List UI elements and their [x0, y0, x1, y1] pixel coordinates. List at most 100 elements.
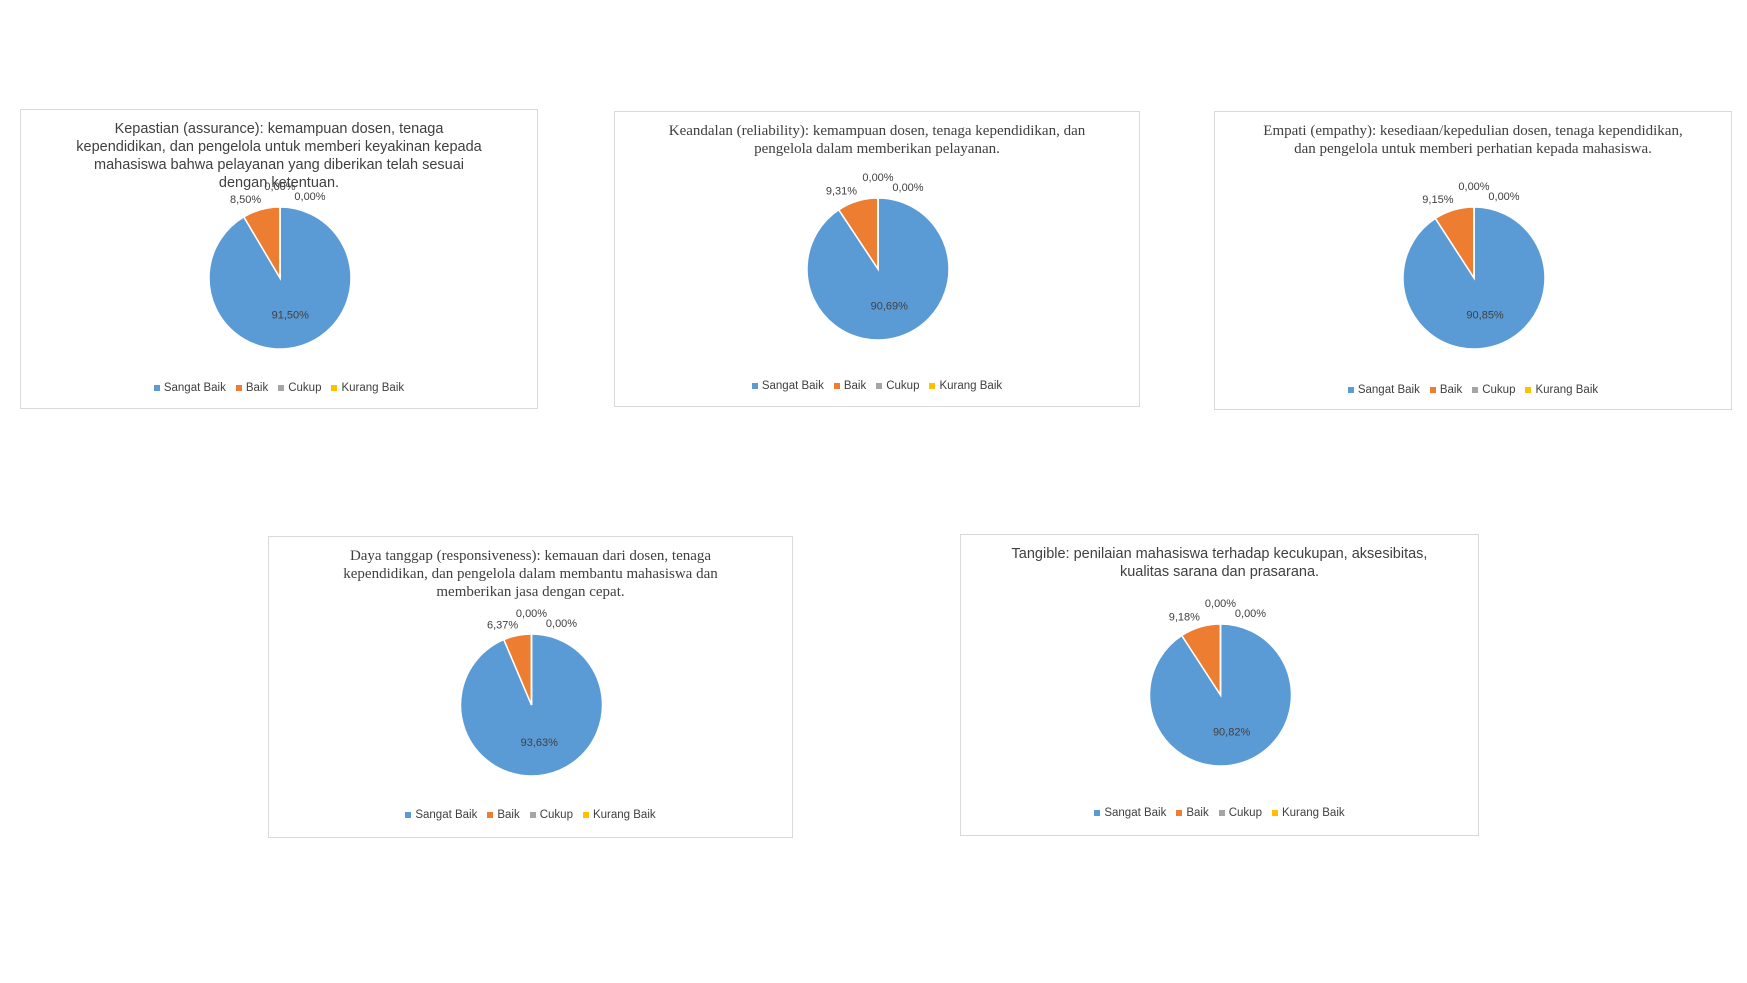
legend-item: Kurang Baik	[929, 380, 1002, 392]
chart-title: Empati (empathy): kesediaan/kepedulian d…	[1263, 123, 1683, 157]
legend-swatch	[331, 384, 338, 391]
data-label: 0,00%	[294, 191, 325, 203]
data-label: 6,37%	[487, 620, 518, 632]
legend-label: Baik	[1439, 384, 1463, 396]
legend-label: Sangat Baik	[163, 382, 226, 394]
data-label: 0,00%	[546, 618, 577, 630]
data-label: 8,50%	[230, 194, 261, 206]
data-label: 0,00%	[862, 172, 893, 184]
legend-swatch	[1472, 386, 1479, 393]
legend-item: Sangat Baik	[153, 382, 226, 394]
legend-swatch	[582, 811, 589, 818]
legend-swatch	[153, 384, 160, 391]
legend-label: Sangat Baik	[1357, 384, 1420, 396]
legend-label: Kurang Baik	[341, 382, 405, 394]
data-label: 93,63%	[521, 737, 559, 749]
legend-label: Kurang Baik	[592, 809, 656, 821]
legend-swatch	[929, 382, 936, 389]
pie-chart: 93,63%6,37%0,00%0,00%	[459, 608, 604, 777]
legend-label: Kurang Baik	[939, 380, 1003, 392]
legend-item: Sangat Baik	[405, 809, 477, 821]
legend-item: Cukup	[529, 809, 573, 821]
chart-panel: Kepastian (assurance): kemampuan dosen, …	[20, 109, 538, 409]
legend-label: Cukup	[539, 809, 573, 821]
data-label: 9,15%	[1422, 194, 1453, 206]
legend-label: Sangat Baik	[1104, 807, 1167, 819]
legend-label: Baik	[843, 380, 867, 392]
chart-title: Keandalan (reliability): kemampuan dosen…	[668, 123, 1086, 157]
legend-item: Baik	[235, 382, 269, 394]
data-label: 9,31%	[826, 185, 857, 197]
legend-swatch	[1429, 386, 1436, 393]
legend-label: Cukup	[1228, 807, 1262, 819]
legend-label: Cukup	[1482, 384, 1516, 396]
legend-item: Baik	[833, 380, 867, 392]
legend-item: Cukup	[278, 382, 321, 394]
legend-label: Kurang Baik	[1281, 807, 1345, 819]
legend-swatch	[1176, 809, 1183, 816]
legend-item: Baik	[1176, 807, 1209, 819]
data-label: 0,00%	[1205, 598, 1236, 610]
legend-item: Sangat Baik	[1094, 807, 1166, 819]
chart-title: Kepastian (assurance): kemampuan dosen, …	[76, 121, 482, 191]
chart-panel: Tangible: penilaian mahasiswa terhadap k…	[960, 534, 1479, 836]
legend-item: Baik	[1429, 384, 1463, 396]
legend-label: Cukup	[288, 382, 322, 394]
legend-item: Kurang Baik	[331, 382, 404, 394]
legend-swatch	[1525, 386, 1532, 393]
legend-item: Sangat Baik	[751, 380, 824, 392]
legend-swatch	[1347, 386, 1354, 393]
legend-label: Cukup	[886, 380, 920, 392]
legend-label: Sangat Baik	[415, 809, 478, 821]
legend-swatch	[1271, 809, 1278, 816]
data-label: 9,18%	[1169, 611, 1200, 623]
pie-chart: 90,69% 9,31% 0,00%0,00%	[806, 172, 950, 341]
data-label: 90,82%	[1213, 726, 1251, 738]
legend-swatch	[1218, 809, 1225, 816]
legend-label: Baik	[245, 382, 269, 394]
legend-item: Sangat Baik	[1347, 384, 1420, 396]
legend-label: Baik	[497, 809, 520, 821]
legend: Sangat Baik Baik Cukup Kurang Baik	[1215, 384, 1731, 396]
legend-item: Kurang Baik	[1525, 384, 1598, 396]
legend: Sangat Baik Baik Cukup Kurang Baik	[615, 380, 1139, 392]
data-label: 90,69%	[871, 300, 909, 312]
chart-panel: Empati (empathy): kesediaan/kepedulian d…	[1214, 111, 1732, 410]
data-label: 90,85%	[1466, 309, 1504, 321]
data-label: 0,00%	[892, 182, 923, 194]
pie-chart: 90,85% 9,15% 0,00%0,00%	[1402, 181, 1546, 350]
pie-chart: 91,50%8,50%0,00%0,00%	[208, 181, 352, 350]
data-label: 91,50%	[272, 310, 310, 322]
legend-swatch	[235, 384, 242, 391]
data-label: 0,00%	[1235, 608, 1266, 620]
chart-title: Tangible: penilaian mahasiswa terhadap k…	[1011, 546, 1428, 580]
legend-swatch	[1094, 809, 1101, 816]
data-label: 0,00%	[516, 608, 547, 620]
legend-swatch	[833, 382, 840, 389]
legend-swatch	[487, 811, 494, 818]
legend: Sangat Baik Baik Cukup Kurang Baik	[961, 807, 1478, 819]
legend-swatch	[278, 384, 285, 391]
data-label: 0,00%	[1488, 191, 1519, 203]
chart-panel: Daya tanggap (responsiveness): kemauan d…	[268, 536, 793, 838]
legend-swatch	[405, 811, 412, 818]
legend-swatch	[876, 382, 883, 389]
legend-swatch	[751, 382, 758, 389]
legend-label: Sangat Baik	[761, 380, 824, 392]
legend-swatch	[529, 811, 536, 818]
legend: Sangat Baik Baik Cukup Kurang Baik	[269, 809, 792, 821]
legend-item: Baik	[487, 809, 520, 821]
data-label: 0,00%	[1458, 181, 1489, 193]
legend: Sangat Baik Baik Cukup Kurang Baik	[21, 382, 537, 394]
data-label: 0,00%	[264, 181, 295, 193]
legend-item: Kurang Baik	[1271, 807, 1345, 819]
legend-item: Cukup	[1472, 384, 1515, 396]
pie-chart: 90,82% 9,18% 0,00%0,00%	[1148, 598, 1293, 767]
legend-label: Baik	[1186, 807, 1209, 819]
legend-item: Cukup	[1218, 807, 1262, 819]
chart-panel: Keandalan (reliability): kemampuan dosen…	[614, 111, 1140, 407]
legend-label: Kurang Baik	[1535, 384, 1599, 396]
legend-item: Kurang Baik	[582, 809, 656, 821]
chart-title: Daya tanggap (responsiveness): kemauan d…	[343, 548, 718, 600]
